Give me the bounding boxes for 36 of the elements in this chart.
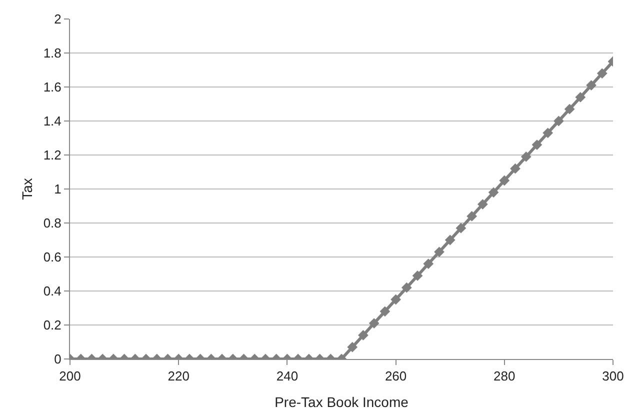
y-tick-label: 2 — [54, 12, 62, 27]
y-tick-label: 1 — [54, 182, 62, 197]
y-tick-label: 1.4 — [43, 114, 62, 129]
point — [532, 140, 542, 150]
point — [488, 187, 499, 198]
x-tick-label: 240 — [276, 368, 298, 384]
x-tick-label: 220 — [168, 368, 190, 384]
y-tick-label: 0.6 — [43, 250, 62, 265]
x-tick-label: 260 — [384, 368, 407, 384]
x-tick-label: 280 — [494, 368, 516, 384]
point — [586, 80, 596, 90]
y-tick-label: 0.2 — [43, 318, 62, 333]
y-tick-label: 1.2 — [43, 148, 62, 163]
point — [456, 222, 466, 234]
point — [564, 104, 575, 114]
point — [499, 175, 510, 186]
y-tick-label: 0.8 — [43, 216, 62, 231]
point — [423, 258, 434, 269]
y-tick-label: 0 — [54, 352, 62, 367]
y-axis-title: Tax — [19, 178, 35, 200]
point — [554, 116, 564, 126]
y-tick-label: 0.4 — [43, 284, 62, 299]
x-tick-label: 200 — [59, 368, 81, 384]
point — [477, 199, 488, 210]
x-axis-title: Pre-Tax Book Income — [274, 394, 409, 410]
point — [596, 68, 608, 79]
point — [434, 246, 444, 258]
y-tick-label: 1.8 — [43, 46, 62, 61]
y-tick-label: 1.6 — [43, 80, 62, 95]
point — [510, 163, 520, 174]
point — [520, 152, 532, 162]
point — [575, 92, 586, 102]
x-tick-label: 300 — [602, 368, 624, 384]
point — [444, 234, 456, 246]
point — [542, 128, 554, 138]
point — [466, 211, 478, 222]
